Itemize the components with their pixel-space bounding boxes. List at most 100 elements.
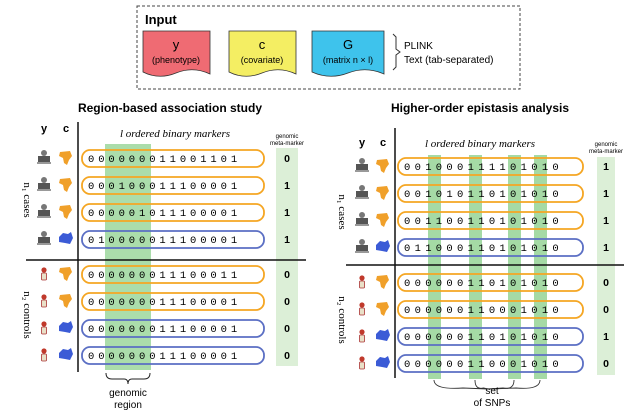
meta-marker-value: 0 [603, 304, 609, 316]
right-panel: Higher-order epistasis analysis y c l or… [336, 101, 624, 409]
right-row: 0 0 1 1 0 0 1 1 0 1 0 1 0 1 0 1 [355, 211, 609, 230]
snp-arrow [433, 379, 489, 390]
left-footnote-1: genomic [109, 388, 147, 399]
left-row: 0 0 0 0 0 0 0 1 1 0 0 1 1 0 1 0 [37, 149, 290, 168]
row-outline [397, 157, 584, 176]
snp-band [469, 155, 482, 379]
right-row: 0 0 0 0 0 0 1 1 0 1 0 1 0 1 0 1 [359, 327, 609, 346]
snp-band [508, 155, 521, 379]
control-icon [41, 321, 47, 335]
right-row: 0 0 1 0 0 0 1 1 1 1 0 1 0 1 0 1 [355, 157, 609, 176]
australia-icon [376, 329, 390, 341]
row-outline [81, 230, 265, 249]
meta-marker-value: 1 [603, 161, 609, 173]
marker-bits: 0 0 0 0 0 0 1 1 0 0 0 1 0 1 0 [404, 305, 558, 317]
control-icon-head [359, 302, 365, 308]
snp-arrow [487, 379, 515, 390]
case-icon-body [356, 245, 368, 252]
doc-g-symbol: G [343, 37, 353, 52]
row-outline [81, 292, 265, 311]
right-snp-arrows [433, 379, 541, 390]
right-row: 0 0 0 0 0 0 1 1 0 0 0 1 0 1 0 0 [359, 300, 609, 319]
control-icon-head [41, 267, 47, 273]
case-icon-body [356, 164, 368, 171]
marker-bits: 0 0 0 0 0 0 0 1 1 1 0 0 0 0 1 [88, 351, 237, 363]
left-rows: 0 0 0 0 0 0 0 1 1 0 0 1 1 0 1 0 0 0 0 1 0 … [37, 149, 290, 365]
snp-arrow [487, 379, 541, 390]
case-icon-body [38, 183, 50, 190]
right-row: 0 1 1 0 0 0 1 1 0 1 0 1 0 1 0 1 [355, 238, 609, 257]
row-outline [81, 265, 265, 284]
row-outline [81, 346, 265, 365]
meta-marker-value: 0 [284, 153, 290, 165]
snp-band [534, 155, 547, 379]
case-icon-body [38, 156, 50, 163]
doc-c-label: (covariate) [241, 55, 284, 65]
marker-bits: 0 0 0 0 0 0 0 1 1 1 0 0 0 0 1 [88, 324, 237, 336]
case-icon-head [359, 212, 365, 218]
left-markers-label: l ordered binary markers [120, 128, 230, 140]
row-outline [81, 176, 265, 195]
right-rows: 0 0 1 0 0 0 1 1 1 1 0 1 0 1 0 1 0 0 1 0 1 … [355, 157, 609, 373]
control-icon-body [359, 280, 365, 289]
africa-icon [59, 294, 72, 308]
meta-marker-value: 0 [284, 296, 290, 308]
meta-marker-value: 1 [603, 242, 609, 254]
control-icon [41, 348, 47, 362]
marker-bits: 0 0 1 0 1 0 1 1 0 1 0 1 0 1 0 [404, 189, 558, 201]
doc-c: c (covariate) [228, 30, 297, 77]
case-icon-bed [37, 243, 51, 245]
africa-icon [59, 178, 72, 192]
case-icon-bed [355, 224, 369, 226]
right-meta-header-1: genomic [595, 142, 618, 148]
control-icon [41, 294, 47, 308]
doc-y-symbol: y [173, 37, 180, 52]
left-row: 0 0 0 0 0 1 0 1 1 1 0 0 0 0 1 1 [37, 203, 290, 222]
right-footnote-1: set [485, 386, 499, 397]
case-icon-bed [37, 216, 51, 218]
row-outline [81, 319, 265, 338]
case-icon-head [359, 158, 365, 164]
marker-bits: 0 0 0 1 0 0 0 1 1 1 0 0 0 0 1 [88, 181, 237, 193]
case-icon-body [38, 210, 50, 217]
africa-icon [376, 213, 389, 227]
left-genomic-region-band [105, 144, 151, 370]
meta-marker-value: 0 [603, 277, 609, 289]
africa-icon [376, 186, 389, 200]
control-icon-body [41, 299, 47, 308]
meta-marker-value: 1 [284, 234, 290, 246]
left-cases-label: n₁ cases [21, 182, 33, 217]
right-panel-title: Higher-order epistasis analysis [391, 101, 569, 115]
right-controls-label: n₂ controls [336, 296, 348, 344]
left-row: 0 0 0 0 0 0 0 1 1 1 0 0 0 1 1 0 [41, 265, 290, 284]
control-icon-head [359, 275, 365, 281]
right-meta-column [597, 157, 615, 375]
control-icon-body [359, 361, 365, 370]
right-row: 0 0 1 0 1 0 1 1 0 1 0 1 0 1 0 1 [355, 184, 609, 203]
control-icon [359, 329, 365, 343]
left-meta-column [276, 148, 298, 366]
left-panel-title: Region-based association study [78, 101, 262, 115]
left-panel: Region-based association study y c l ord… [21, 101, 306, 411]
left-meta-header-2: meta-marker [270, 141, 304, 147]
marker-bits: 0 0 1 1 0 0 1 1 0 1 0 1 0 1 0 [404, 216, 558, 228]
left-row: 0 0 0 0 0 0 0 1 1 1 0 0 0 0 1 0 [41, 346, 290, 365]
row-outline [397, 184, 584, 203]
case-icon-head [41, 177, 47, 183]
meta-marker-value: 0 [284, 323, 290, 335]
row-outline [397, 354, 584, 373]
case-icon-head [41, 231, 47, 237]
marker-bits: 0 1 0 0 0 0 0 1 1 1 0 0 0 0 1 [88, 235, 237, 247]
row-outline [397, 273, 584, 292]
marker-bits: 0 0 0 0 0 0 0 1 1 1 0 0 0 1 1 [88, 270, 237, 282]
doc-c-symbol: c [259, 37, 266, 52]
control-icon-body [41, 353, 47, 362]
doc-g-shape [311, 30, 385, 77]
control-icon-head [359, 329, 365, 335]
marker-bits: 0 0 0 0 0 1 0 1 1 1 0 0 0 0 1 [88, 208, 237, 220]
row-outline [397, 327, 584, 346]
control-icon-head [41, 348, 47, 354]
control-icon [41, 267, 47, 281]
meta-marker-value: 0 [603, 358, 609, 370]
case-icon [37, 231, 51, 245]
